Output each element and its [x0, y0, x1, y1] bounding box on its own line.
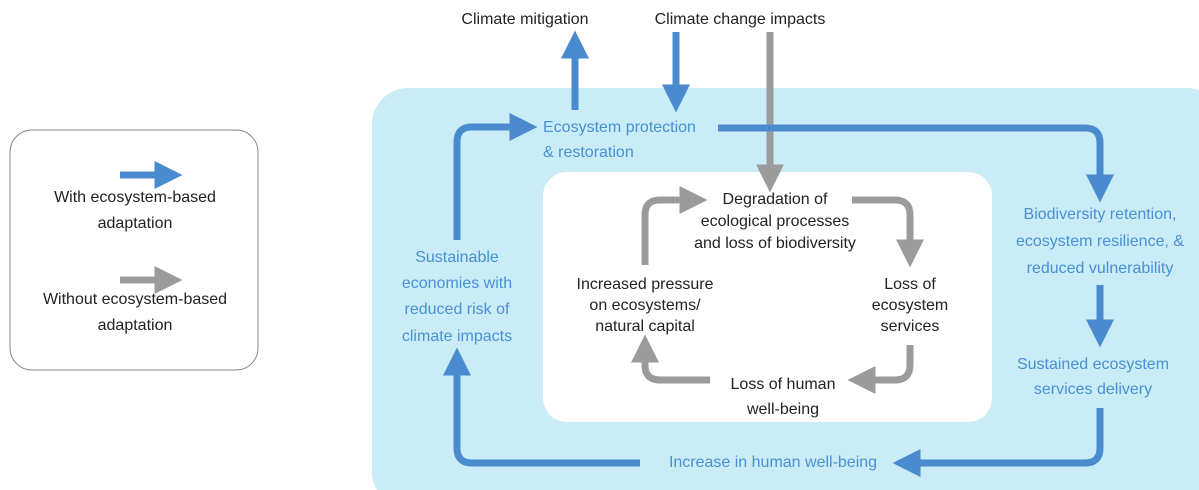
node-label: Loss of ecosystem services — [872, 276, 948, 335]
arrow — [847, 345, 914, 394]
node-label: Increase in human well-being — [669, 454, 877, 471]
arrow — [641, 186, 708, 265]
node-label: Sustainable economies with reduced risk of… — [402, 249, 512, 345]
arrows — [120, 30, 1114, 477]
arrow — [453, 113, 538, 240]
node-label: Degradation of ecological processes and lo… — [694, 191, 856, 252]
arrow — [892, 408, 1104, 477]
node-label: Loss of human well-being — [731, 376, 836, 418]
node-label: Increased pressure on ecosystems/natural … — [577, 276, 714, 335]
legend-label: With ecosystem-based adaptation — [54, 189, 216, 232]
legend-box — [9, 129, 259, 371]
node-label: Ecosystem protection & restoration — [543, 119, 696, 161]
node-label: Biodiversity retention, ecosystem resilie… — [1016, 206, 1184, 277]
top-label: Climate change impacts — [655, 11, 826, 28]
arrow — [631, 334, 710, 384]
top-label: Climate mitigation — [461, 11, 588, 28]
arrow — [443, 347, 640, 467]
labels: With ecosystem-based adaptation Without e… — [43, 11, 1184, 471]
arrow — [718, 124, 1114, 203]
arrow — [852, 196, 924, 268]
legend-label: Without ecosystem-based adaptation — [43, 291, 227, 334]
node-label: Sustained ecosystem services delivery — [1017, 356, 1169, 398]
